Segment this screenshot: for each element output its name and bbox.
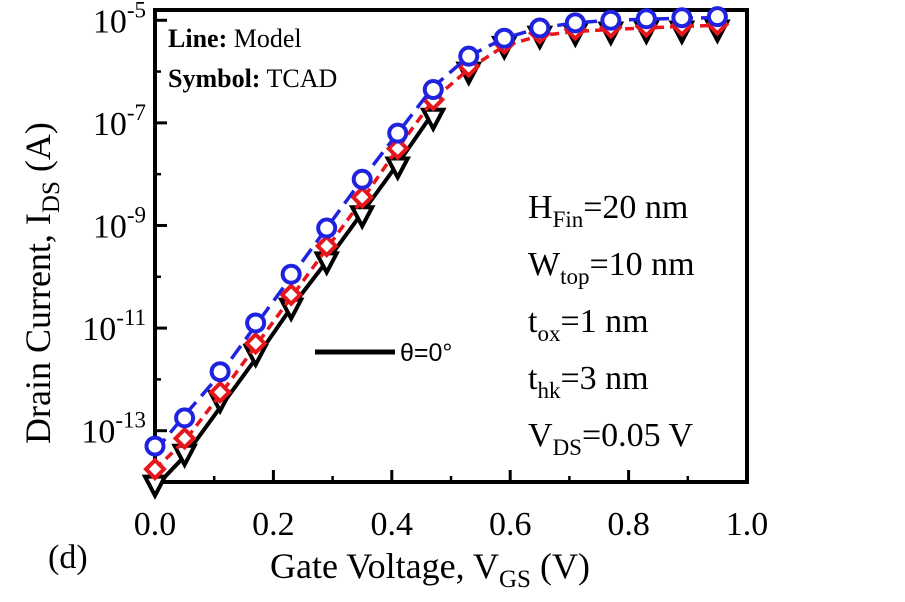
x-axis-label: Gate Voltage, VGS (V) xyxy=(270,546,590,593)
data-point xyxy=(243,331,268,356)
data-point xyxy=(350,185,375,210)
data-point xyxy=(635,8,657,30)
data-point xyxy=(458,45,480,67)
data-point xyxy=(279,282,303,307)
data-point xyxy=(316,217,338,239)
parameter-HFin: HFin=20 nm xyxy=(528,189,688,232)
series-line xyxy=(153,23,718,471)
data-point xyxy=(671,7,693,29)
data-point xyxy=(245,312,267,334)
data-point xyxy=(143,457,167,482)
data-point xyxy=(387,122,409,144)
series-circle xyxy=(144,6,728,457)
y-tick-label: 10-7 xyxy=(93,100,146,143)
legend-symbol-entry: Symbol: TCAD xyxy=(168,64,337,93)
x-tick-label: 1.0 xyxy=(726,506,769,543)
data-point xyxy=(351,168,373,190)
legend-line-entry: Line: Model xyxy=(168,24,302,53)
data-point xyxy=(600,9,622,31)
data-point xyxy=(385,136,410,161)
parameter-Wtop: Wtop=10 nm xyxy=(528,246,695,289)
y-tick-label: 10-13 xyxy=(81,408,146,451)
parameter-thk: thk=3 nm xyxy=(528,360,649,403)
x-tick-label: 0.4 xyxy=(371,506,414,543)
data-point xyxy=(422,79,444,101)
x-tick-label: 0.8 xyxy=(607,506,650,543)
legend-theta-label: θ=0° xyxy=(400,339,452,367)
device-parameters: HFin=20 nm Wtop=10 nm tox=1 nm thk=3 nm VDS=… xyxy=(528,189,695,460)
parameter-tox: tox=1 nm xyxy=(528,303,649,346)
x-tick-label: 0.0 xyxy=(134,506,177,543)
data-point xyxy=(706,6,728,28)
y-tick-label: 10-9 xyxy=(93,202,146,245)
y-tick-label: 10-11 xyxy=(82,305,146,348)
data-point xyxy=(564,12,586,34)
data-point xyxy=(174,407,196,429)
x-tick-label: 0.2 xyxy=(252,506,295,543)
axis-ticks: 0.0 0.2 0.4 0.6 0.8 1.0 10-5 10-7 10-9 10-11 10-13 xyxy=(81,0,768,543)
series-layer xyxy=(141,6,731,500)
panel-label: (d) xyxy=(48,539,88,576)
y-tick-label: 10-5 xyxy=(93,0,146,40)
parameter-VDS: VDS=0.05 V xyxy=(528,417,694,460)
data-point xyxy=(314,234,339,258)
data-point xyxy=(529,17,551,39)
x-tick-label: 0.6 xyxy=(489,506,532,543)
data-point xyxy=(209,361,231,383)
y-axis-label: Drain Current, IDS (A) xyxy=(18,122,65,444)
data-point xyxy=(280,263,302,285)
data-point xyxy=(172,426,197,451)
data-point xyxy=(144,435,166,457)
data-point xyxy=(493,27,515,49)
data-point xyxy=(208,380,232,405)
